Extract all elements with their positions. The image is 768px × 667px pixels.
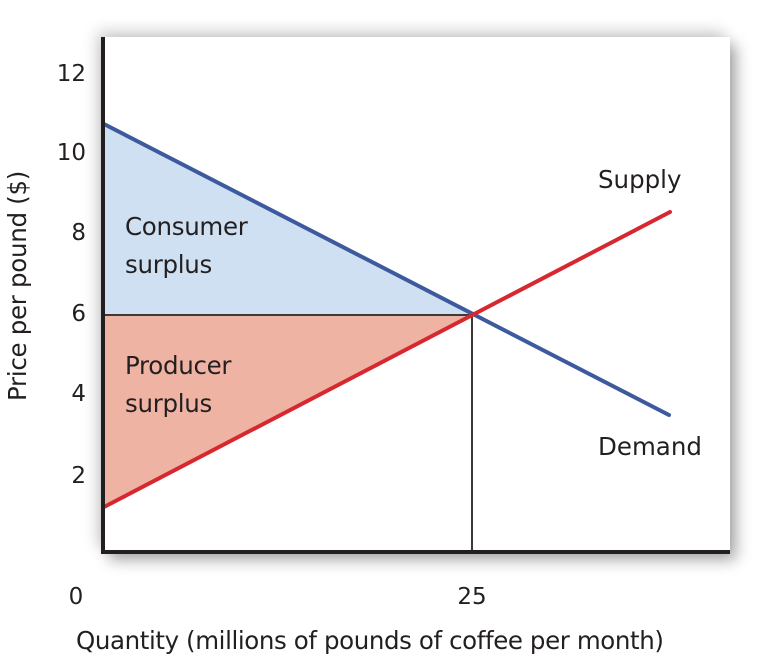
y-tick-label-12: 12	[56, 61, 86, 87]
x-axis-title: Quantity (millions of pounds of coffee p…	[76, 626, 664, 655]
x-tick-label-0: 0	[68, 584, 84, 610]
demand-curve	[102, 122, 671, 417]
consumer-surplus-label: Consumer surplus	[125, 212, 248, 279]
y-tick-label-6: 6	[71, 301, 86, 327]
y-tick-label-8: 8	[71, 220, 86, 246]
supply-label: Supply	[598, 165, 682, 194]
y-axis-title: Price per pound ($)	[3, 171, 32, 401]
y-tick-label-2: 2	[71, 463, 86, 489]
y-tick-label-4: 4	[71, 381, 86, 407]
producer-surplus-label: Producer surplus	[125, 351, 232, 418]
x-tick-label-25: 25	[457, 584, 487, 610]
demand-label: Demand	[598, 432, 702, 461]
supply-curve	[102, 210, 672, 509]
y-tick-label-10: 10	[56, 140, 86, 166]
